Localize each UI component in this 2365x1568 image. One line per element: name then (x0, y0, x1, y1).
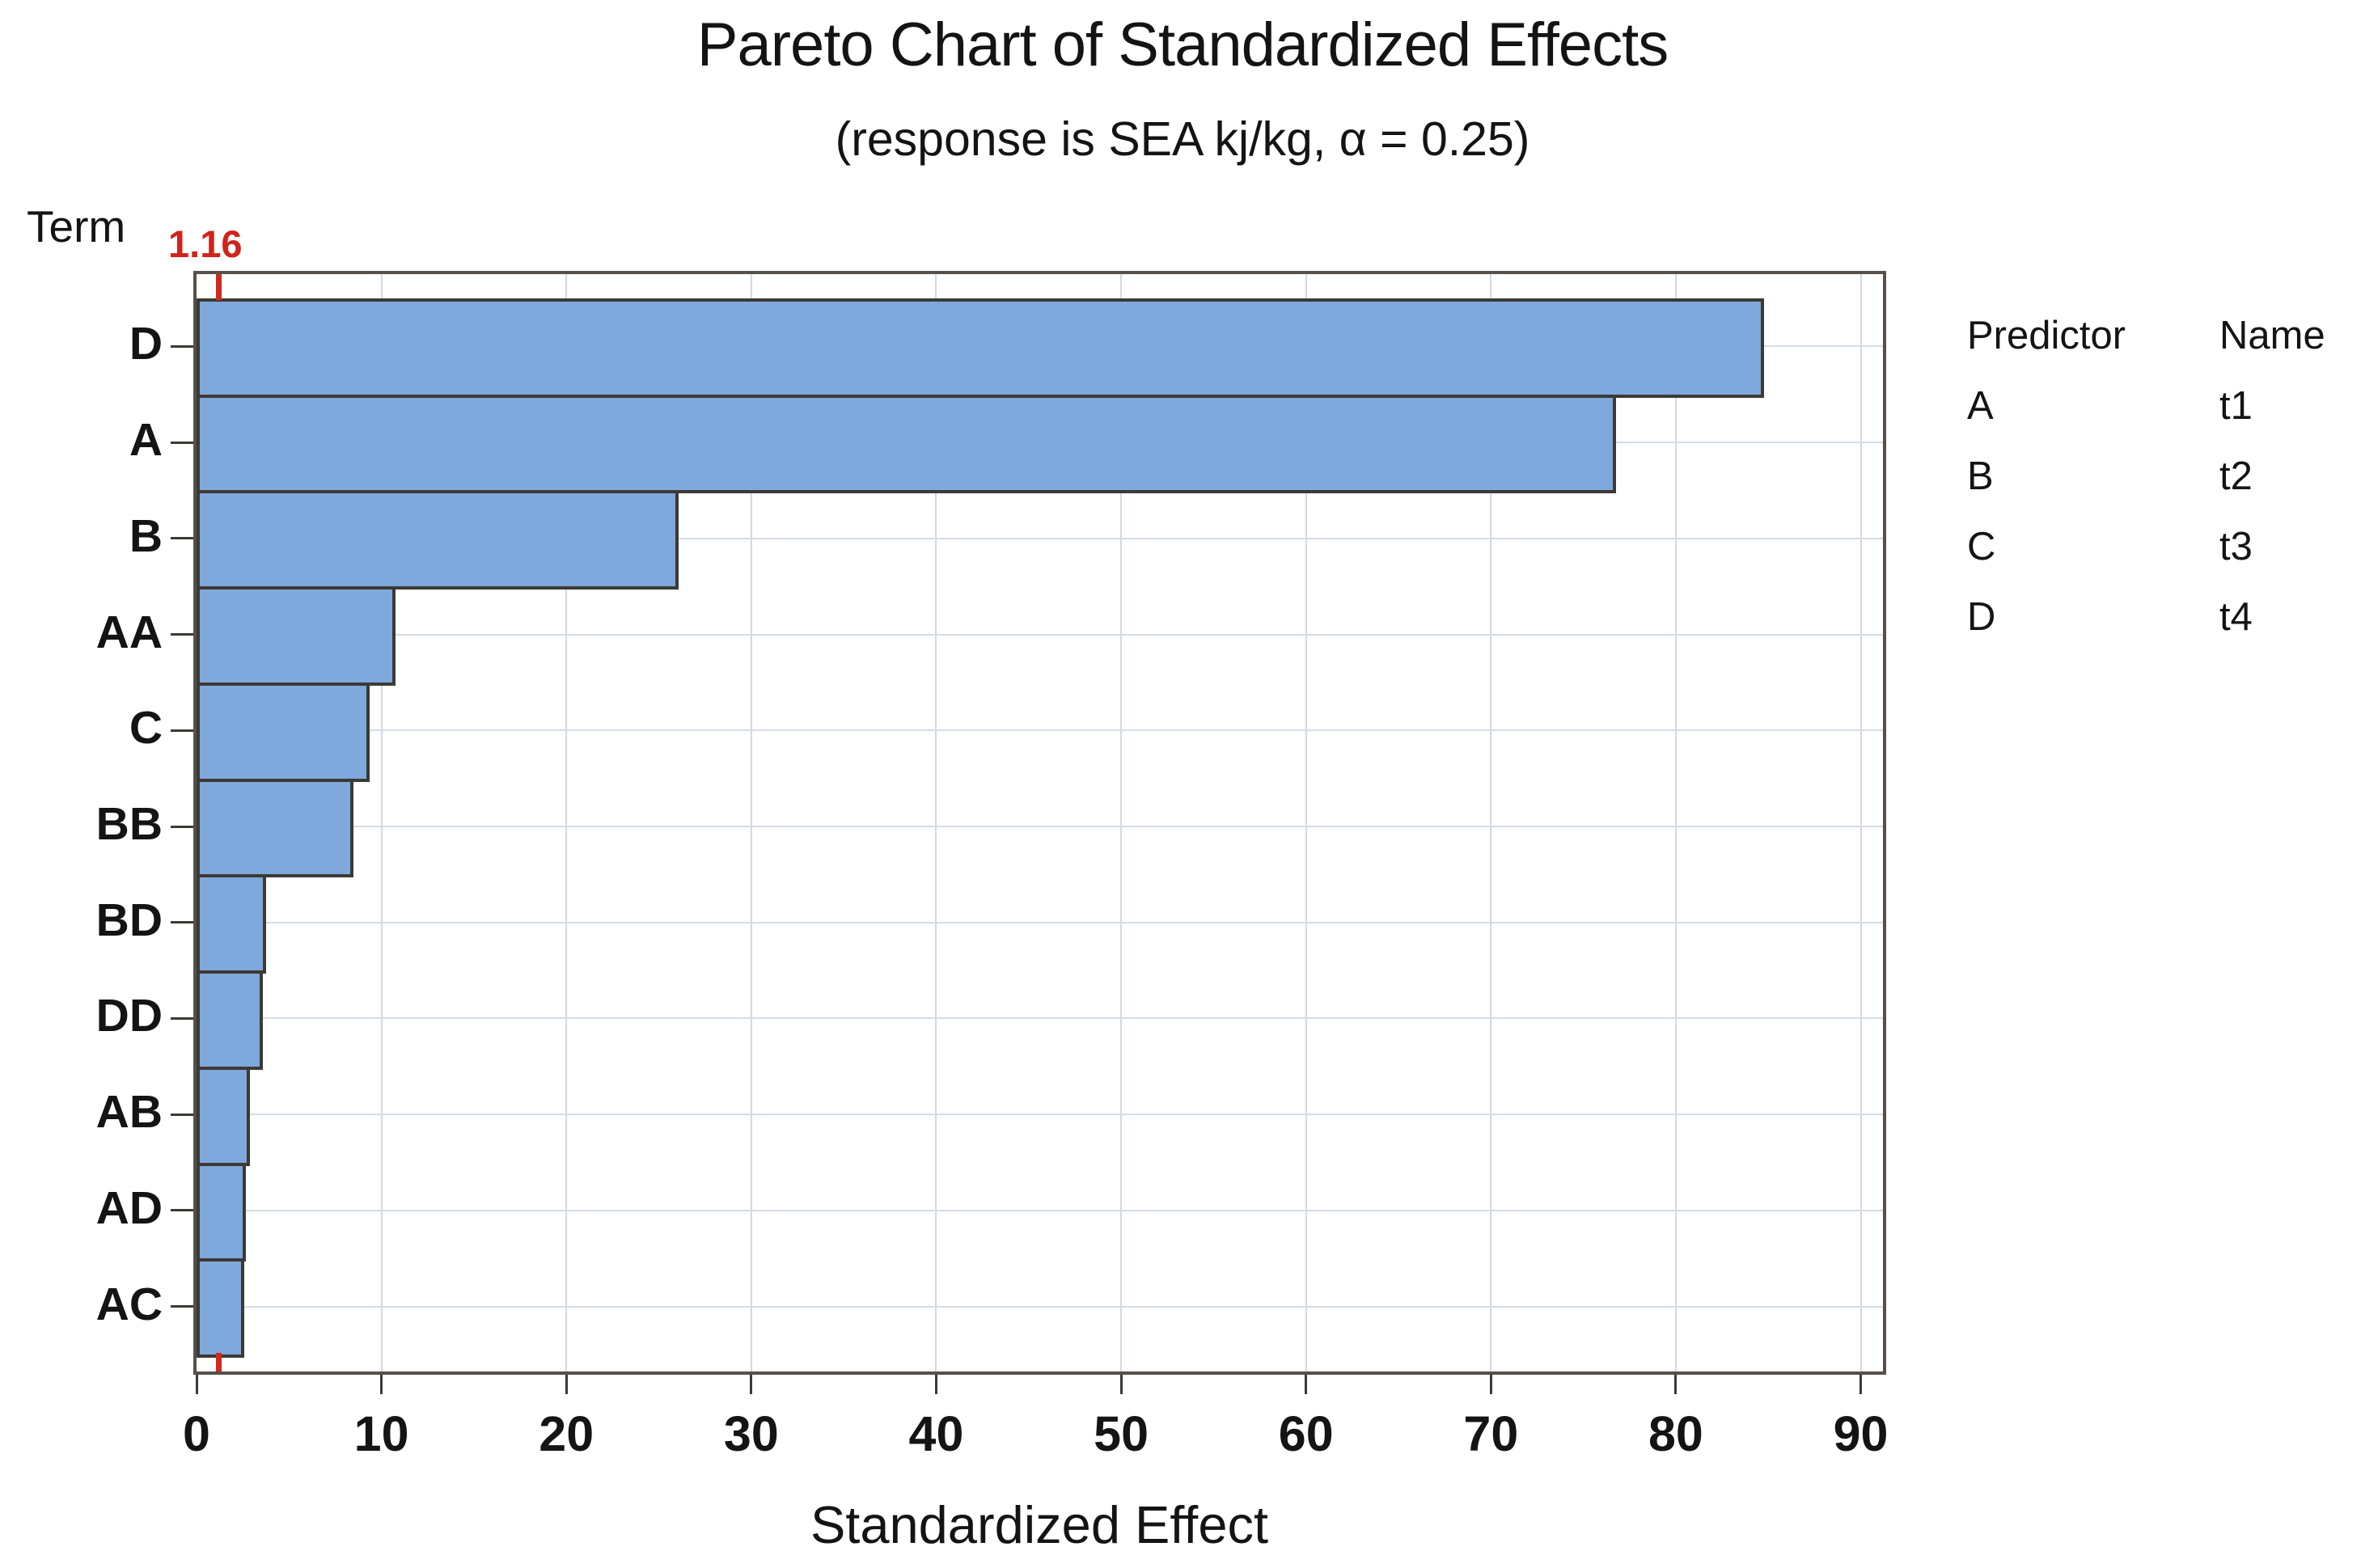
horizontal-gridline-C (197, 729, 1883, 732)
x-tick-90 (1859, 1375, 1863, 1394)
chart-title: Pareto Chart of Standardized Effects (696, 11, 1669, 79)
horizontal-gridline-DD (197, 1017, 1883, 1020)
vertical-gridline-20 (565, 274, 568, 1371)
legend-header-predictor: Predictor (1967, 314, 2126, 357)
vertical-gridline-80 (1674, 274, 1677, 1371)
y-tick-label-AC: AC (95, 1278, 163, 1330)
plot-area (193, 271, 1886, 1375)
horizontal-gridline-AA (197, 633, 1883, 636)
y-axis-title: Term (27, 201, 126, 251)
vertical-gridline-40 (935, 274, 937, 1371)
y-tick-DD (171, 1016, 193, 1020)
horizontal-gridline-BB (197, 826, 1883, 827)
x-tick-20 (565, 1375, 568, 1394)
bar-DD (197, 970, 263, 1070)
legend-header-name: Name (2219, 314, 2325, 357)
x-tick-label-50: 50 (1094, 1406, 1149, 1461)
y-tick-A (171, 441, 193, 444)
x-tick-50 (1119, 1375, 1123, 1394)
x-tick-label-40: 40 (908, 1406, 964, 1461)
y-tick-label-D: D (129, 318, 163, 370)
x-tick-label-0: 0 (183, 1406, 210, 1461)
x-tick-label-30: 30 (723, 1406, 779, 1461)
bar-AA (197, 586, 396, 686)
vertical-gridline-50 (1120, 274, 1123, 1371)
reference-line-bottom (215, 1353, 222, 1371)
x-axis-label: Standardized Effect (810, 1495, 1269, 1554)
bar-AB (197, 1066, 250, 1166)
legend-predictor-D: D (1967, 595, 1996, 639)
y-tick-BB (171, 825, 193, 828)
x-tick-label-10: 10 (353, 1406, 409, 1461)
horizontal-gridline-AB (197, 1114, 1883, 1116)
bar-C (197, 682, 370, 782)
x-tick-80 (1674, 1375, 1678, 1394)
y-tick-label-AA: AA (95, 606, 163, 658)
y-tick-AA (171, 633, 193, 636)
y-tick-AB (171, 1113, 193, 1116)
x-tick-label-20: 20 (539, 1406, 594, 1461)
bar-B (197, 490, 679, 590)
y-tick-B (171, 537, 193, 540)
horizontal-gridline-AC (197, 1305, 1883, 1308)
x-tick-30 (750, 1375, 753, 1394)
x-tick-0 (195, 1375, 198, 1394)
x-tick-label-60: 60 (1278, 1406, 1334, 1461)
y-tick-label-B: B (129, 509, 163, 562)
x-tick-70 (1489, 1375, 1492, 1394)
x-tick-40 (934, 1375, 937, 1394)
legend-name-t3: t3 (2219, 525, 2253, 568)
vertical-gridline-30 (750, 274, 752, 1371)
bar-AD (197, 1162, 247, 1262)
y-tick-D (171, 344, 193, 348)
horizontal-gridline-B (197, 537, 1883, 539)
legend-name-t4: t4 (2219, 595, 2253, 639)
y-tick-label-DD: DD (95, 990, 163, 1042)
chart-subtitle: (response is SEA kj/kg, α = 0.25) (835, 112, 1530, 166)
y-tick-BD (171, 921, 193, 924)
y-tick-AC (171, 1305, 193, 1308)
reference-line-top (215, 274, 222, 300)
horizontal-gridline-AD (197, 1209, 1883, 1211)
bar-D (197, 298, 1765, 398)
y-tick-label-A: A (129, 414, 163, 467)
y-tick-label-C: C (129, 702, 163, 754)
x-tick-10 (380, 1375, 383, 1394)
bar-A (197, 394, 1617, 494)
bar-AC (197, 1258, 244, 1358)
x-tick-label-90: 90 (1833, 1406, 1889, 1461)
y-tick-AD (171, 1209, 193, 1212)
legend-name-t2: t2 (2219, 454, 2253, 498)
y-tick-label-BD: BD (95, 894, 163, 946)
x-tick-60 (1305, 1375, 1308, 1394)
legend-predictor-A: A (1967, 384, 1994, 428)
x-tick-label-70: 70 (1463, 1406, 1519, 1461)
y-tick-label-AD: AD (95, 1181, 163, 1234)
legend-name-t1: t1 (2219, 384, 2253, 428)
vertical-gridline-90 (1859, 274, 1862, 1371)
legend-predictor-C: C (1967, 525, 1996, 568)
reference-line-label: 1.16 (168, 222, 243, 265)
horizontal-gridline-BD (197, 921, 1883, 923)
vertical-gridline-60 (1305, 274, 1307, 1371)
vertical-gridline-70 (1490, 274, 1492, 1371)
y-tick-label-AB: AB (95, 1086, 163, 1139)
y-tick-C (171, 729, 193, 732)
y-tick-label-BB: BB (95, 798, 163, 850)
bar-BB (197, 778, 353, 878)
vertical-gridline-10 (380, 274, 383, 1371)
x-tick-label-80: 80 (1648, 1406, 1703, 1461)
legend-predictor-B: B (1967, 454, 1994, 498)
bar-BD (197, 874, 267, 974)
